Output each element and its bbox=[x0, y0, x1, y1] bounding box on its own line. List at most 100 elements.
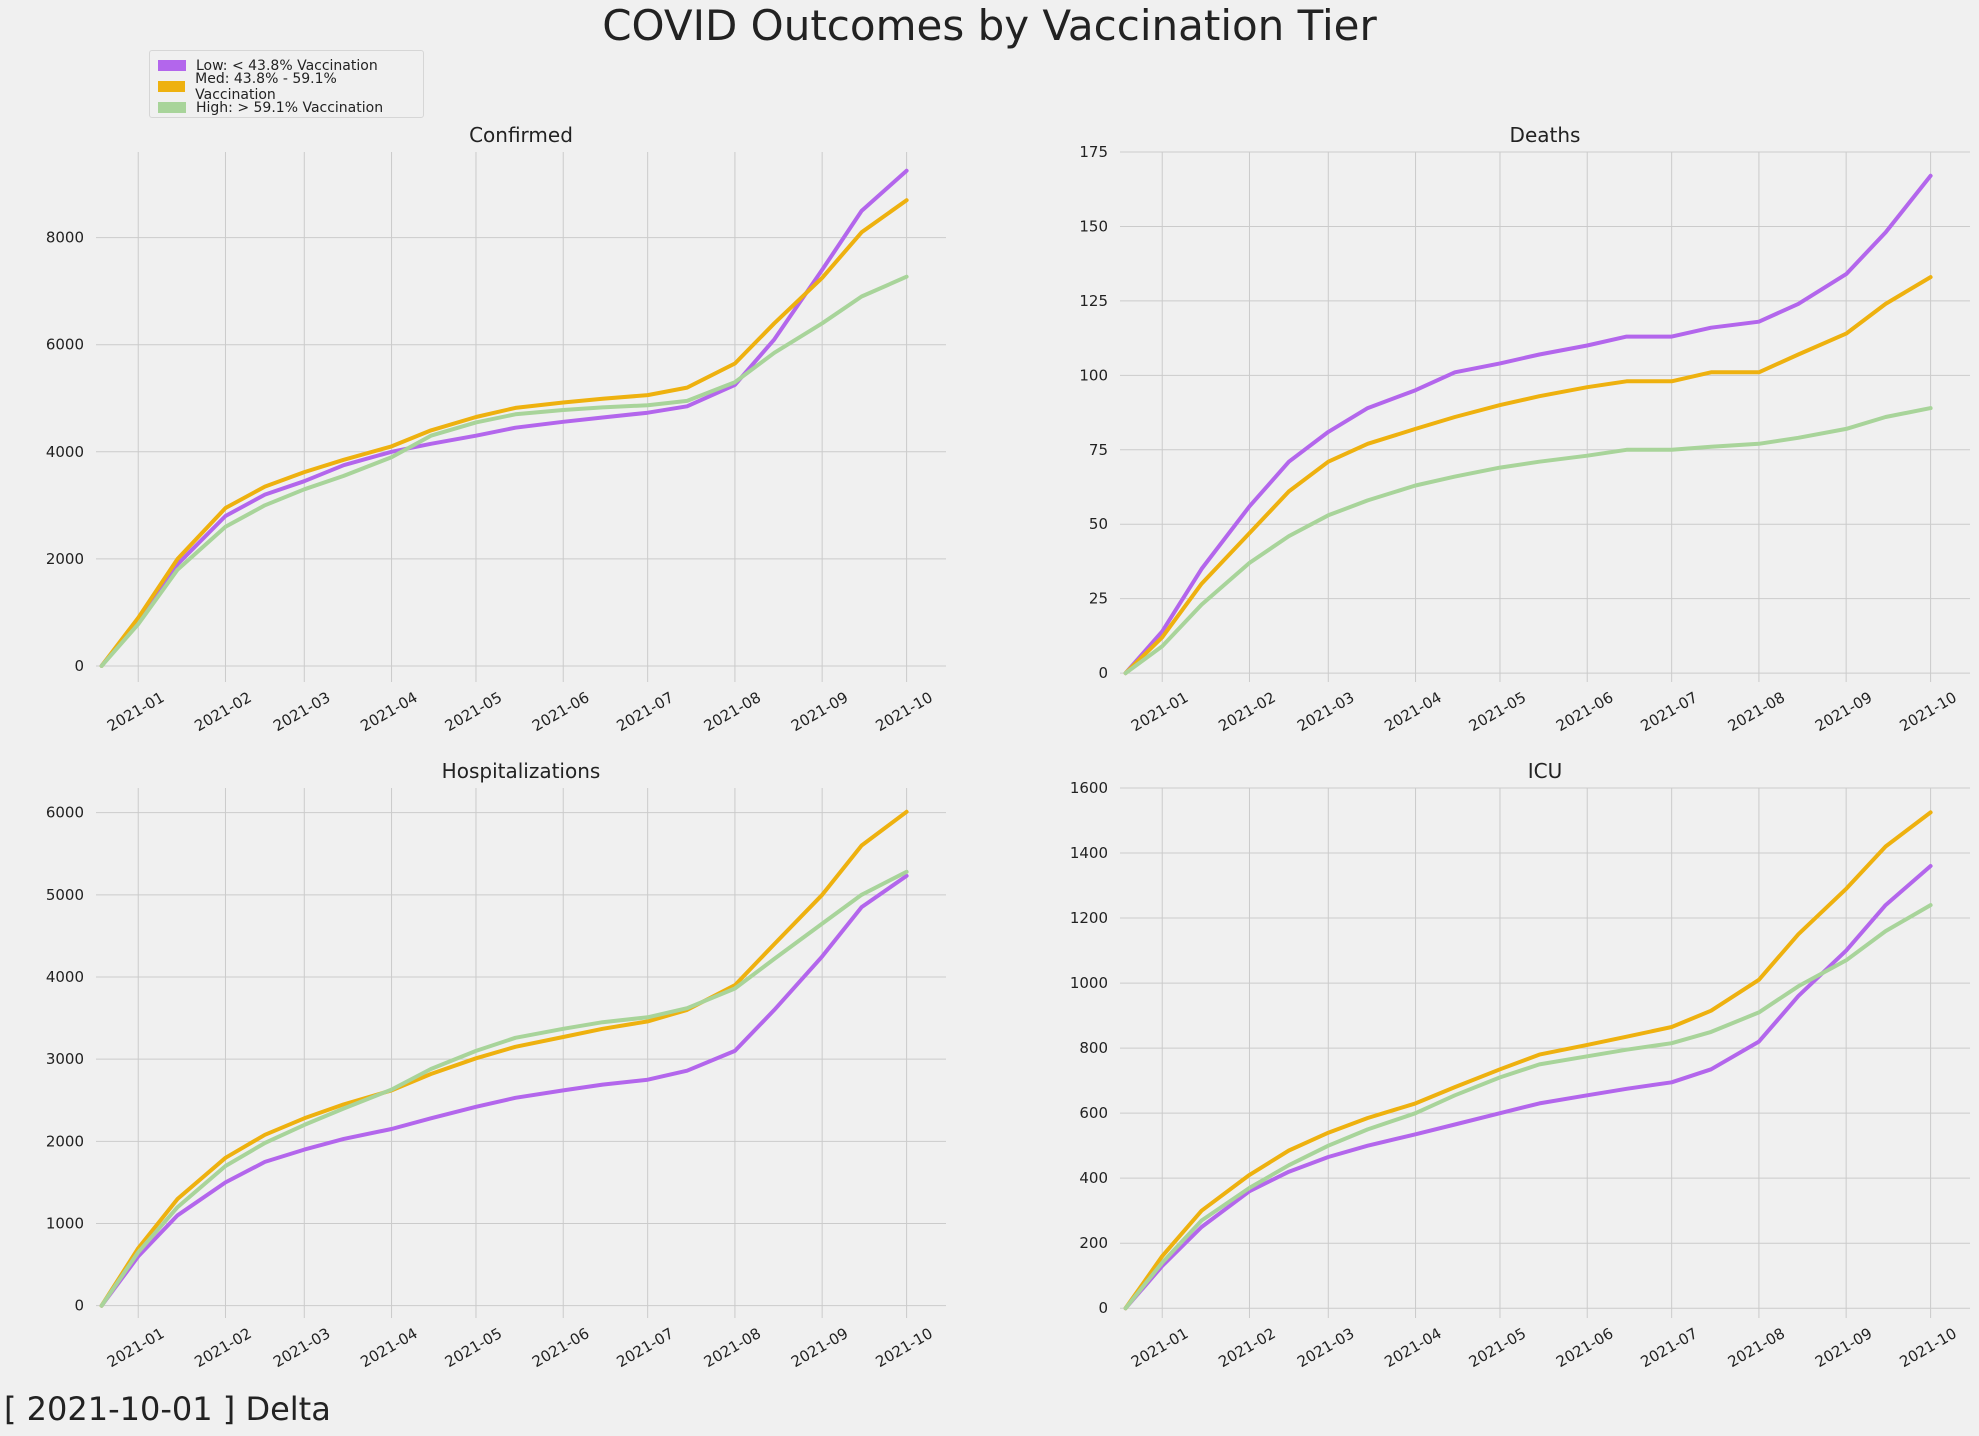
y-tick-label: 400 bbox=[1079, 1169, 1108, 1187]
y-tick-label: 0 bbox=[74, 657, 84, 675]
series-line-low bbox=[99, 168, 909, 668]
x-tick-label: 2021-02 bbox=[191, 1324, 254, 1371]
figure-title: COVID Outcomes by Vaccination Tier bbox=[602, 1, 1377, 50]
chart-title: Confirmed bbox=[469, 123, 573, 147]
x-tick-label: 2021-10 bbox=[1896, 1324, 1959, 1371]
y-tick-label: 0 bbox=[1098, 1299, 1108, 1317]
x-tick-label: 2021-07 bbox=[1638, 1324, 1701, 1371]
legend: Low: < 43.8% Vaccination Med: 43.8% - 59… bbox=[149, 50, 424, 118]
y-tick-label: 75 bbox=[1089, 441, 1108, 459]
x-tick-label: 2021-04 bbox=[357, 1324, 420, 1371]
x-tick-label: 2021-10 bbox=[872, 1324, 935, 1371]
y-tick-label: 0 bbox=[1098, 664, 1108, 682]
y-tick-label: 3000 bbox=[46, 1050, 84, 1068]
x-tick-label: 2021-08 bbox=[701, 1324, 764, 1371]
x-tick-label: 2021-06 bbox=[529, 688, 592, 735]
y-tick-label: 1400 bbox=[1070, 844, 1108, 862]
y-tick-label: 1000 bbox=[1070, 974, 1108, 992]
legend-label-med: Med: 43.8% - 59.1% Vaccination bbox=[195, 70, 337, 103]
y-tick-label: 125 bbox=[1079, 292, 1108, 310]
legend-item-low: Low: < 43.8% Vaccination bbox=[158, 55, 415, 76]
y-tick-label: 8000 bbox=[46, 229, 84, 247]
chart-title: Hospitalizations bbox=[442, 759, 601, 783]
y-tick-label: 2000 bbox=[46, 550, 84, 568]
x-tick-label: 2021-02 bbox=[191, 688, 254, 735]
x-tick-label: 2021-03 bbox=[270, 1324, 333, 1371]
series-line-high bbox=[99, 274, 909, 668]
y-tick-label: 5000 bbox=[46, 886, 84, 904]
y-tick-label: 6000 bbox=[46, 336, 84, 354]
x-tick-label: 2021-07 bbox=[614, 688, 677, 735]
y-tick-label: 1000 bbox=[46, 1215, 84, 1233]
legend-item-high: High: > 59.1% Vaccination bbox=[158, 97, 415, 118]
legend-label-low: Low: < 43.8% Vaccination bbox=[196, 57, 378, 74]
x-tick-label: 2021-04 bbox=[357, 688, 420, 735]
x-tick-label: 2021-01 bbox=[104, 688, 167, 735]
x-tick-label: 2021-06 bbox=[1553, 688, 1616, 735]
x-tick-label: 2021-01 bbox=[1128, 688, 1191, 735]
legend-swatch-med bbox=[158, 81, 186, 92]
y-tick-label: 6000 bbox=[46, 804, 84, 822]
x-tick-label: 2021-03 bbox=[1294, 1324, 1357, 1371]
series-line-low bbox=[1123, 173, 1933, 676]
x-tick-label: 2021-03 bbox=[270, 688, 333, 735]
series-line-med bbox=[1123, 275, 1933, 676]
x-tick-label: 2021-09 bbox=[1812, 1324, 1875, 1371]
legend-swatch-high bbox=[158, 102, 186, 113]
x-tick-label: 2021-09 bbox=[1812, 688, 1875, 735]
chart-confirmed: 0 2000 4000 6000 8000 2021-01 2021-02 2021-03 20… bbox=[46, 123, 946, 735]
x-tick-label: 2021-01 bbox=[104, 1324, 167, 1371]
x-tick-label: 2021-05 bbox=[1466, 688, 1529, 735]
y-tick-label: 800 bbox=[1079, 1039, 1108, 1057]
y-tick-label: 4000 bbox=[46, 968, 84, 986]
x-tick-label: 2021-06 bbox=[1553, 1324, 1616, 1371]
y-tick-label: 1200 bbox=[1070, 909, 1108, 927]
y-tick-label: 2000 bbox=[46, 1132, 84, 1150]
series-line-med bbox=[99, 809, 909, 1308]
x-tick-label: 2021-08 bbox=[1725, 1324, 1788, 1371]
series-line-high bbox=[1123, 406, 1933, 676]
series-line-med bbox=[1123, 810, 1933, 1311]
y-tick-label: 25 bbox=[1089, 590, 1108, 608]
x-tick-label: 2021-05 bbox=[442, 688, 505, 735]
legend-swatch-low bbox=[158, 60, 186, 71]
x-tick-label: 2021-09 bbox=[788, 688, 851, 735]
y-tick-label: 1600 bbox=[1070, 779, 1108, 797]
chart-icu: 0 200 400 600 800 1000 1200 1400 1600 2021-01 2021… bbox=[1070, 759, 1970, 1371]
y-tick-label: 50 bbox=[1089, 515, 1108, 533]
y-tick-label: 600 bbox=[1079, 1104, 1108, 1122]
x-tick-label: 2021-07 bbox=[1638, 688, 1701, 735]
x-tick-label: 2021-10 bbox=[872, 688, 935, 735]
chart-title: ICU bbox=[1528, 759, 1563, 783]
chart-hospitalizations: 0 1000 2000 3000 4000 5000 6000 2021-01 2021-02 2… bbox=[46, 759, 946, 1371]
x-tick-label: 2021-04 bbox=[1381, 1324, 1444, 1371]
x-tick-label: 2021-08 bbox=[1725, 688, 1788, 735]
y-tick-label: 175 bbox=[1079, 143, 1108, 161]
series-line-high bbox=[99, 869, 909, 1308]
chart-title: Deaths bbox=[1510, 123, 1581, 147]
series-line-high bbox=[1123, 903, 1933, 1311]
y-tick-label: 150 bbox=[1079, 217, 1108, 235]
y-tick-label: 0 bbox=[74, 1297, 84, 1315]
x-tick-label: 2021-01 bbox=[1128, 1324, 1191, 1371]
x-tick-label: 2021-02 bbox=[1215, 1324, 1278, 1371]
series-line-low bbox=[1123, 864, 1933, 1311]
x-tick-label: 2021-03 bbox=[1294, 688, 1357, 735]
x-tick-label: 2021-02 bbox=[1215, 688, 1278, 735]
x-tick-label: 2021-09 bbox=[788, 1324, 851, 1371]
x-tick-label: 2021-04 bbox=[1381, 688, 1444, 735]
x-tick-label: 2021-06 bbox=[529, 1324, 592, 1371]
y-tick-label: 4000 bbox=[46, 443, 84, 461]
series-line-med bbox=[99, 198, 909, 668]
x-tick-label: 2021-08 bbox=[701, 688, 764, 735]
x-tick-label: 2021-07 bbox=[614, 1324, 677, 1371]
legend-item-med: Med: 43.8% - 59.1% Vaccination bbox=[158, 71, 415, 103]
x-tick-label: 2021-05 bbox=[1466, 1324, 1529, 1371]
x-tick-label: 2021-05 bbox=[442, 1324, 505, 1371]
footer-date-label: [ 2021-10-01 ] Delta bbox=[4, 1390, 331, 1428]
legend-label-high: High: > 59.1% Vaccination bbox=[196, 99, 384, 116]
y-tick-label: 100 bbox=[1079, 366, 1108, 384]
chart-deaths: 0 25 50 75 100 125 150 175 2021-01 2021-02 2021-03… bbox=[1079, 123, 1970, 735]
series-line-low bbox=[99, 873, 909, 1308]
